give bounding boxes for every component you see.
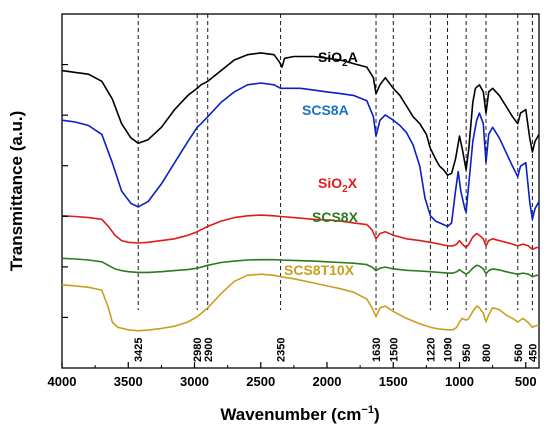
plot-frame (61, 13, 540, 369)
reference-label-450: 450 (527, 344, 539, 362)
series-labels: SiO2A SCS8A SiO2X SCS8X SCS8T10X (284, 49, 359, 278)
y-axis (62, 63, 68, 319)
series-label-sio2x: SiO2X (318, 175, 358, 195)
series-label-scs8x: SCS8X (312, 209, 359, 225)
reference-label-1630: 1630 (371, 338, 383, 362)
x-tick-label-3000: 3000 (180, 374, 209, 389)
reference-label-2980: 2980 (192, 338, 204, 362)
x-tick-label-2000: 2000 (313, 374, 342, 389)
x-tick-label-1000: 1000 (445, 374, 474, 389)
reference-label-950: 950 (461, 344, 473, 362)
series-line-sio2a (61, 52, 540, 176)
reference-label-1090: 1090 (443, 338, 455, 362)
x-tick-label-4000: 4000 (48, 374, 77, 389)
x-axis: 4000 3500 3000 2500 2000 1500 1000 500 (48, 362, 537, 389)
series-line-scs8a (61, 82, 540, 228)
reference-label-560: 560 (513, 344, 525, 362)
x-tick-label-3500: 3500 (114, 374, 143, 389)
series-label-scs8a: SCS8A (302, 102, 349, 118)
x-tick-label-1500: 1500 (379, 374, 408, 389)
reference-label-2350: 2350 (276, 338, 288, 362)
y-axis-title: Transmittance (a.u.) (7, 111, 26, 272)
x-tick-label-2500: 2500 (246, 374, 275, 389)
series-label-scs8t10x: SCS8T10X (284, 262, 355, 278)
reference-label-2900: 2900 (203, 338, 215, 362)
x-tick-label-500: 500 (515, 374, 537, 389)
reference-label-1220: 1220 (425, 338, 437, 362)
reference-label-3425: 3425 (133, 338, 145, 362)
x-axis-title: Wavenumber (cm−1) (220, 404, 379, 424)
reference-label-1500: 1500 (388, 338, 400, 362)
series-line-scs8x (61, 257, 539, 278)
series-label-sio2a: SiO2A (318, 49, 358, 69)
series-line-sio2x (61, 214, 539, 251)
series-line-scs8t10x (61, 273, 539, 332)
reference-label-800: 800 (481, 344, 493, 362)
series-lines (61, 52, 540, 332)
